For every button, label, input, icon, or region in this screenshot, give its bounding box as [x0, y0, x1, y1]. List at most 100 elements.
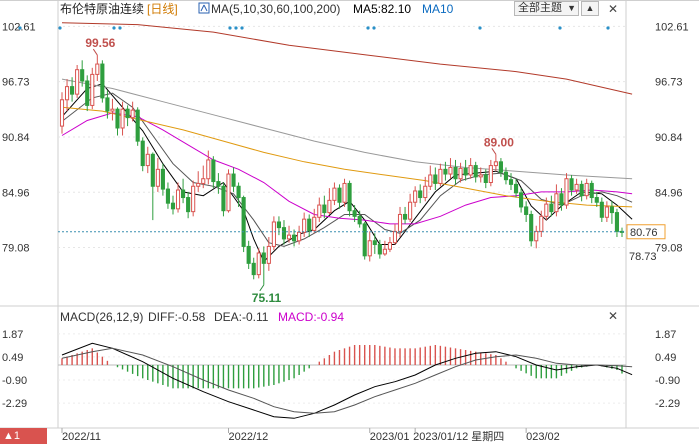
annotation-pointer — [491, 148, 497, 155]
candle-body — [221, 185, 226, 212]
candle-body — [110, 108, 115, 112]
candle-body — [251, 262, 256, 276]
macd-tick-label-left: -0.90 — [2, 375, 27, 387]
ma-params-label: MA(5,10,30,60,100,200) — [211, 2, 340, 16]
y-tick-label-right: 84.96 — [655, 187, 683, 199]
theme-button-label: 全部主题 — [518, 2, 562, 14]
candle-body — [216, 181, 221, 187]
macd-tick-label-right: -2.29 — [655, 398, 680, 410]
candle-body — [256, 252, 261, 276]
candle-body — [246, 245, 251, 264]
candle-body — [362, 223, 367, 257]
ma-line-ma30 — [61, 112, 633, 225]
candle-body — [408, 201, 413, 220]
candle-body — [130, 109, 135, 119]
macd-tick-label-left: -2.29 — [2, 398, 27, 410]
candle-body — [281, 227, 287, 240]
last-price-label: 80.76 — [630, 227, 658, 239]
candle-body — [85, 80, 90, 106]
event-marker — [366, 26, 370, 30]
price-annotation: 99.56 — [85, 36, 115, 50]
period-tag[interactable]: [日线] — [147, 2, 178, 16]
x-axis-label: 2023/01 — [370, 431, 410, 443]
theme-dropdown-button[interactable]: 全部主题 ▼ — [514, 1, 579, 16]
candle-body — [402, 213, 408, 220]
event-marker — [478, 26, 482, 30]
instrument-title: 布伦特原油连续 — [60, 1, 144, 16]
candle-body — [453, 166, 458, 180]
macd-params-label: MACD(26,12,9) — [60, 310, 143, 324]
candle-body — [145, 153, 150, 167]
candle-body — [322, 204, 327, 214]
event-marker — [240, 26, 244, 30]
candle-body — [342, 182, 347, 203]
candle-body — [170, 202, 176, 210]
macd-tick-label-left: 1.87 — [2, 329, 23, 341]
candle-body — [70, 86, 75, 95]
candle-body — [604, 206, 609, 218]
candle-body — [191, 185, 196, 213]
candle-body — [181, 189, 186, 199]
candle-body — [150, 153, 155, 187]
candle-body — [387, 242, 392, 250]
price-annotation: 75.11 — [252, 291, 282, 305]
bar-chart-icon[interactable] — [198, 2, 210, 14]
close-icon[interactable]: ✕ — [608, 309, 618, 323]
event-markers — [18, 26, 610, 30]
candle-body — [554, 193, 559, 213]
event-marker — [112, 26, 116, 30]
candle-body — [80, 69, 85, 82]
candle-body — [352, 210, 357, 217]
candle-body — [473, 165, 478, 178]
candle-body — [483, 174, 488, 183]
y-axis-ticks: 102.61102.6196.7396.7390.8490.8484.9684.… — [2, 21, 689, 410]
chevron-up-icon[interactable]: ▲ — [581, 1, 599, 16]
candle-body — [266, 245, 271, 264]
alert-badge-label: 1 — [13, 430, 21, 442]
candle-body — [513, 183, 519, 194]
y-tick-label-right: 102.61 — [655, 21, 689, 33]
warning-icon: ▲ — [3, 430, 14, 442]
close-icon[interactable]: ✕ — [608, 2, 618, 16]
candle-body — [155, 168, 160, 187]
candle-body — [196, 182, 201, 187]
candle-body — [120, 108, 125, 129]
candle-body — [327, 199, 332, 214]
event-marker — [558, 26, 562, 30]
candle-body — [201, 178, 206, 184]
dea-value: DEA:-0.11 — [214, 310, 269, 324]
y-tick-label-right: 96.73 — [655, 77, 683, 89]
ma-level-label: 78.73 — [629, 251, 657, 263]
candle-body — [463, 167, 468, 176]
macd-tick-label-right: -0.90 — [655, 375, 680, 387]
candle-body — [413, 190, 418, 203]
candle-body — [347, 182, 352, 212]
event-marker — [606, 26, 610, 30]
macd-dea-line — [61, 347, 633, 414]
candle-body — [271, 221, 276, 247]
candle-body — [332, 187, 337, 201]
candle-body — [524, 206, 529, 215]
candle-body — [64, 86, 70, 101]
candle-body — [357, 215, 362, 225]
ma-line-ma200 — [61, 22, 633, 95]
ma5-value: MA5:82.10 — [353, 2, 411, 16]
x-axis-label: 2022/11 — [62, 431, 101, 443]
y-tick-label-left: 90.84 — [2, 132, 30, 144]
last-price-box — [626, 224, 666, 240]
candle-body — [397, 213, 403, 232]
alert-badge[interactable]: ▲1 — [0, 428, 47, 444]
candle-body — [337, 187, 342, 203]
candle-body — [276, 221, 282, 229]
candle-body — [135, 109, 140, 142]
candle-body — [609, 206, 614, 214]
macd-panel — [58, 342, 633, 419]
candle-body — [231, 173, 236, 187]
y-tick-label-right: 79.08 — [655, 243, 683, 255]
candle-body — [529, 213, 534, 242]
candle-body — [211, 159, 216, 183]
candle-body — [478, 174, 483, 178]
candle-body — [175, 189, 181, 210]
event-marker — [18, 26, 22, 30]
